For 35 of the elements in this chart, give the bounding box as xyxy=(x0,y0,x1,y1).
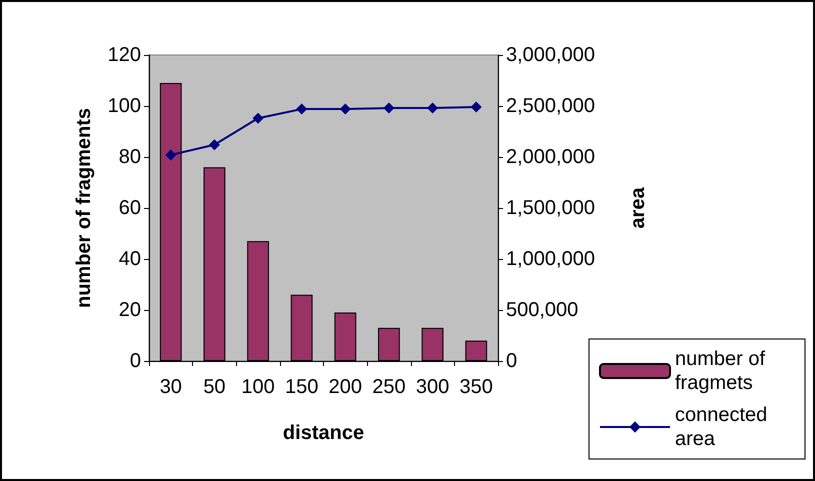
y2-tick-label: 1,000,000 xyxy=(506,248,595,270)
y-tick-label: 0 xyxy=(130,350,141,372)
point xyxy=(165,149,176,160)
x-tick-label: 350 xyxy=(460,376,493,398)
x-tick-label: 250 xyxy=(372,376,406,398)
legend-label: connected area xyxy=(675,404,773,450)
x-tick-label: 50 xyxy=(203,376,226,398)
y2-axis-title: area xyxy=(627,186,649,229)
y-tick-label: 20 xyxy=(118,299,141,321)
legend-label: number of fragmets xyxy=(675,348,771,394)
y2-tick-label: 2,000,000 xyxy=(506,146,595,168)
y2-tick-label: 1,500,000 xyxy=(506,197,595,219)
y2-tick-label: 0 xyxy=(506,350,518,372)
y2-tick-label: 2,500,000 xyxy=(506,95,595,117)
point xyxy=(252,112,264,124)
point xyxy=(427,102,438,114)
x-tick-label: 300 xyxy=(416,376,450,398)
y-tick-label: 80 xyxy=(118,146,141,168)
y-axis-title: number of fragments xyxy=(73,108,95,308)
y2-tick-label: 3,000,000 xyxy=(506,44,595,66)
x-tick-label: 150 xyxy=(285,376,318,398)
x-axis-title: distance xyxy=(282,422,364,444)
y-tick-label: 40 xyxy=(118,248,141,270)
y-tick-label: 100 xyxy=(108,95,141,117)
y-tick-label: 60 xyxy=(118,197,141,219)
x-tick-label: 200 xyxy=(328,376,362,398)
x-tick-label: 30 xyxy=(160,376,182,398)
point xyxy=(296,104,308,115)
x-tick-label: 100 xyxy=(241,376,275,398)
y2-tick-label: 500,000 xyxy=(506,299,578,321)
point xyxy=(383,102,394,114)
point xyxy=(470,102,482,113)
point xyxy=(340,104,351,115)
point xyxy=(208,139,220,150)
y-tick-label: 120 xyxy=(108,44,141,66)
